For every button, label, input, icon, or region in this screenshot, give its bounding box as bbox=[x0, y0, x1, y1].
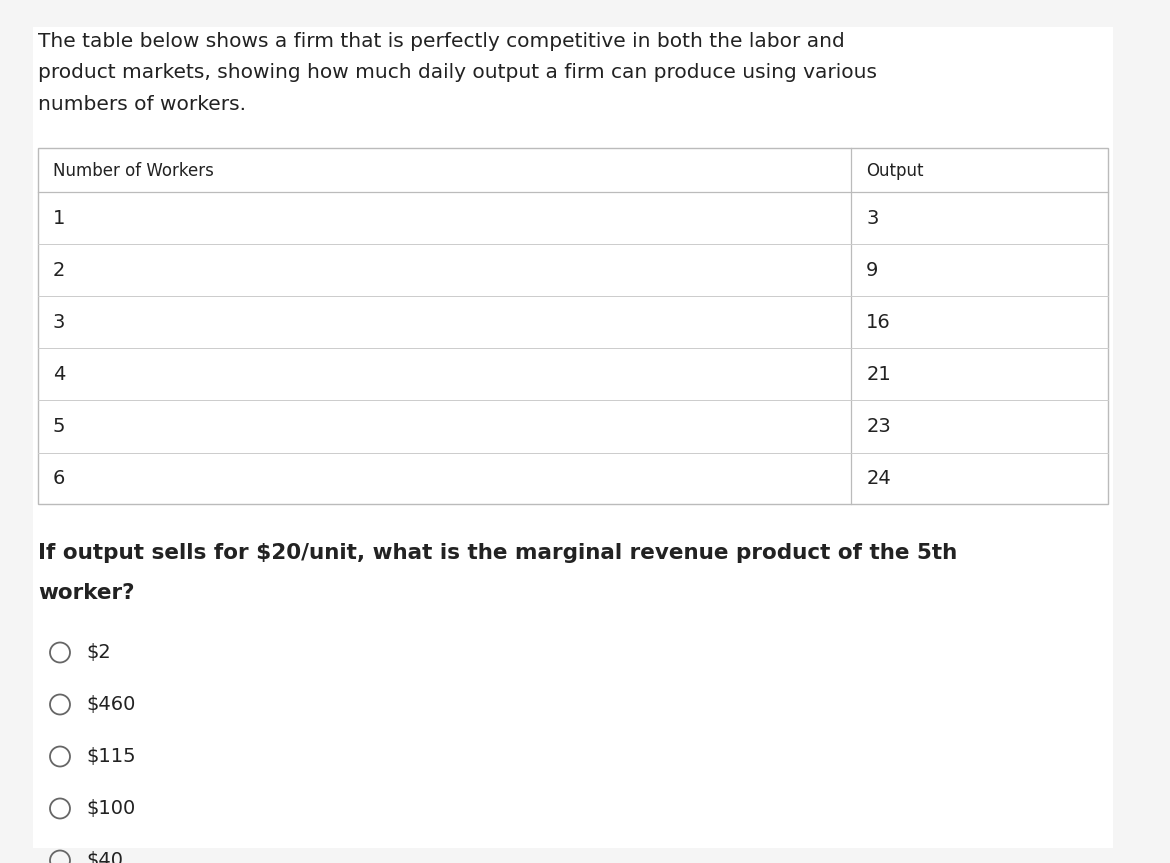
Text: numbers of workers.: numbers of workers. bbox=[37, 95, 246, 114]
Text: 6: 6 bbox=[53, 469, 66, 488]
Text: If output sells for $20/unit, what is the marginal revenue product of the 5th: If output sells for $20/unit, what is th… bbox=[37, 543, 957, 563]
Text: The table below shows a firm that is perfectly competitive in both the labor and: The table below shows a firm that is per… bbox=[37, 32, 845, 51]
Text: $100: $100 bbox=[87, 799, 136, 818]
Text: $460: $460 bbox=[87, 695, 136, 714]
Text: $115: $115 bbox=[87, 747, 136, 766]
Text: $40: $40 bbox=[87, 851, 123, 863]
Text: 4: 4 bbox=[53, 365, 66, 384]
Text: 2: 2 bbox=[53, 261, 66, 280]
Text: Output: Output bbox=[866, 161, 923, 180]
Text: worker?: worker? bbox=[37, 583, 135, 602]
Text: 21: 21 bbox=[866, 365, 890, 384]
Text: 23: 23 bbox=[866, 417, 890, 436]
Text: product markets, showing how much daily output a firm can produce using various: product markets, showing how much daily … bbox=[37, 64, 878, 83]
Text: Number of Workers: Number of Workers bbox=[53, 161, 214, 180]
Text: 24: 24 bbox=[866, 469, 890, 488]
Text: $2: $2 bbox=[87, 643, 111, 662]
Text: 5: 5 bbox=[53, 417, 66, 436]
Text: 1: 1 bbox=[53, 209, 66, 228]
Bar bbox=[37, 148, 1108, 505]
Text: 16: 16 bbox=[866, 313, 890, 332]
Text: 9: 9 bbox=[866, 261, 879, 280]
FancyBboxPatch shape bbox=[33, 27, 1113, 848]
Text: 3: 3 bbox=[866, 209, 879, 228]
Text: 3: 3 bbox=[53, 313, 66, 332]
